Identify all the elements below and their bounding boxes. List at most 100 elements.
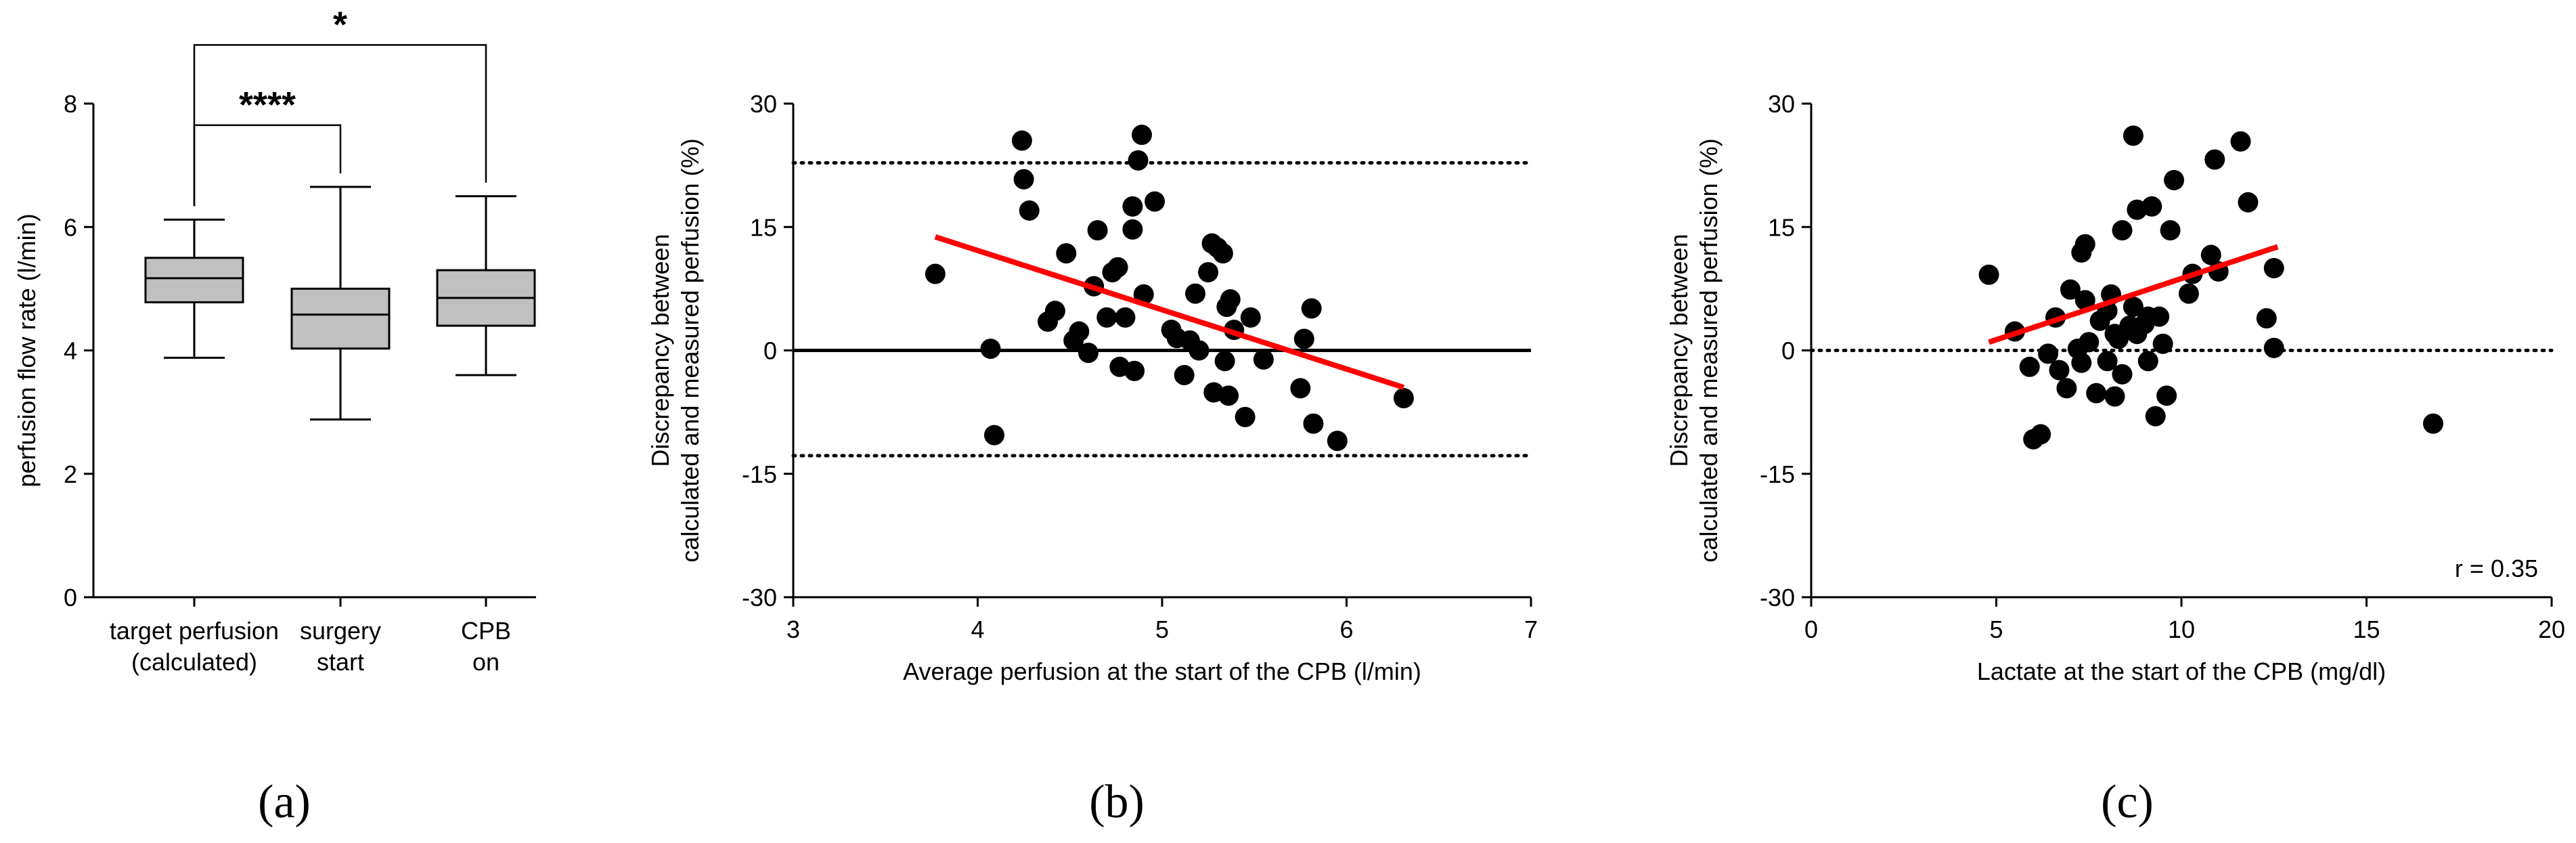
category-label-line2: on <box>472 648 499 676</box>
data-point <box>980 339 1001 360</box>
category-label-line1: target perfusion <box>110 617 279 645</box>
data-point <box>2038 343 2059 364</box>
data-point <box>2238 192 2259 213</box>
x-tick-label: 10 <box>2168 615 2195 643</box>
data-point <box>1293 328 1314 349</box>
data-point <box>1107 257 1128 278</box>
data-point <box>1124 360 1145 381</box>
category-label-line1: surgery <box>300 617 381 645</box>
data-point <box>1096 307 1117 328</box>
correlation-annotation: r = 0.35 <box>2455 555 2538 582</box>
y-axis-label-line2: calculated and measured perfusion (%) <box>1695 138 1723 562</box>
y-tick-label: 8 <box>64 90 77 118</box>
data-point <box>1240 307 1261 328</box>
x-tick-label: 0 <box>1804 615 1818 643</box>
data-point <box>2123 125 2144 146</box>
data-point <box>2152 333 2173 354</box>
data-point <box>2256 308 2277 329</box>
y-axis-label: perfusion flow rate (l/min) <box>13 213 41 487</box>
data-point <box>1198 262 1219 283</box>
data-point <box>1393 387 1414 408</box>
data-point <box>1145 191 1165 212</box>
data-point <box>1174 364 1195 385</box>
y-tick-label: 0 <box>1781 337 1795 365</box>
data-point <box>2074 290 2095 311</box>
data-point <box>1013 169 1034 190</box>
x-tick-label: 15 <box>2353 615 2380 643</box>
data-point <box>1185 283 1206 304</box>
data-point <box>925 263 946 284</box>
data-point <box>1011 130 1032 151</box>
x-tick-label: 5 <box>1155 615 1169 643</box>
data-point <box>2123 297 2144 318</box>
y-tick-label: 0 <box>64 584 77 611</box>
y-tick-label: 30 <box>750 90 777 118</box>
data-point <box>1128 150 1149 171</box>
data-point <box>2097 351 2118 372</box>
significance-bracket <box>193 124 342 207</box>
data-point <box>2160 220 2181 241</box>
x-tick-label: 5 <box>1989 615 2003 643</box>
x-axis-label: Lactate at the start of the CPB (mg/dl) <box>1977 657 2386 685</box>
y-tick-label: 4 <box>64 337 77 365</box>
x-tick-label: 3 <box>786 615 800 643</box>
data-point <box>2071 352 2092 373</box>
data-point <box>1122 196 1143 217</box>
data-point <box>1212 243 1233 264</box>
data-point <box>1978 264 1999 285</box>
data-point <box>1327 431 1348 452</box>
data-point <box>2060 279 2081 300</box>
panel-label: (c) <box>2101 776 2154 828</box>
data-point <box>984 425 1005 446</box>
y-axis-label-line1: Discrepancy between <box>646 234 674 467</box>
y-tick-label: 2 <box>64 460 77 488</box>
regression-line <box>1988 244 2279 345</box>
data-point <box>2049 360 2070 381</box>
y-tick-label: -30 <box>1760 584 1795 611</box>
x-tick-label: 6 <box>1339 615 1353 643</box>
data-point <box>2263 258 2284 278</box>
data-point <box>2200 244 2221 265</box>
y-tick-label: 30 <box>1768 90 1795 118</box>
data-point <box>2178 283 2199 304</box>
panel-c-scatter-plot: 30 15 0 -15 -30 0 5 10 15 20 Lactate at the start … <box>1665 90 2565 828</box>
data-point <box>2112 364 2133 385</box>
category-label-line2: (calculated) <box>131 648 257 676</box>
significance-label: * <box>333 4 347 45</box>
panel-a-box-plot: 0 2 4 6 8 perfusion flow rate (l/min) target p… <box>13 4 536 828</box>
x-tick-label: 4 <box>971 615 984 643</box>
y-tick-label: -15 <box>742 460 777 488</box>
panel-label: (b) <box>1089 776 1145 828</box>
data-point <box>2204 149 2225 170</box>
data-point <box>1235 406 1256 427</box>
regression-line <box>934 234 1405 390</box>
x-axis-label: Average perfusion at the start of the CP… <box>903 657 1421 685</box>
x-tick-label: 7 <box>1524 615 1538 643</box>
data-point <box>1115 307 1136 328</box>
y-tick-label: 15 <box>1768 213 1795 241</box>
y-axis-label-line2: calculated and measured perfusion (%) <box>676 138 704 562</box>
data-point <box>1220 289 1241 310</box>
data-point <box>2422 413 2443 434</box>
data-point <box>2137 351 2158 372</box>
data-point <box>2164 169 2185 190</box>
data-point <box>2086 383 2107 404</box>
data-point <box>2141 196 2162 217</box>
box <box>144 257 244 303</box>
data-point <box>2079 332 2100 353</box>
panel-label: (a) <box>258 776 311 828</box>
data-point <box>1218 385 1239 406</box>
data-point <box>2263 337 2284 358</box>
data-point <box>2156 385 2177 406</box>
data-point <box>2104 386 2125 407</box>
data-point <box>1069 321 1090 342</box>
box <box>290 287 391 350</box>
category-label-line1: CPB <box>461 617 511 645</box>
y-tick-label: -30 <box>742 584 777 611</box>
y-tick-label: 6 <box>64 213 77 241</box>
data-point <box>1087 220 1108 241</box>
data-point <box>2056 378 2077 399</box>
data-point <box>1132 125 1153 146</box>
y-tick-label: 15 <box>750 213 777 241</box>
